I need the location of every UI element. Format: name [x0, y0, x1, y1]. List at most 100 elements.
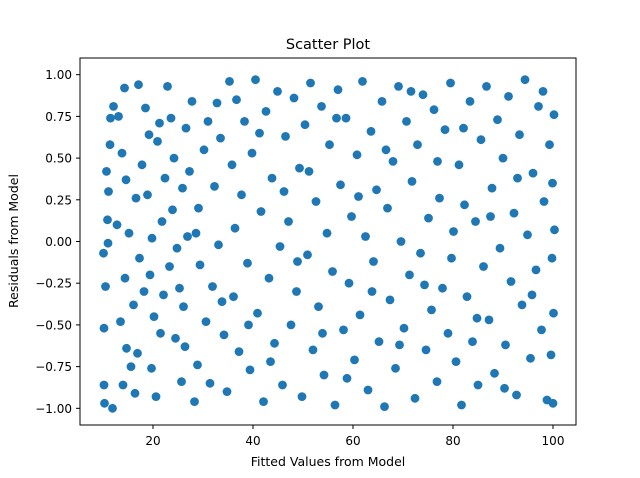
data-point: [199, 145, 209, 155]
data-point: [383, 203, 392, 213]
data-point: [385, 295, 395, 305]
data-point: [266, 357, 275, 366]
data-point: [153, 137, 162, 146]
chart-title: Scatter Plot: [286, 37, 371, 53]
data-point: [141, 103, 150, 113]
data-point: [549, 110, 559, 120]
data-point: [311, 197, 321, 206]
data-point: [289, 93, 299, 103]
data-point: [526, 353, 535, 363]
data-point: [457, 400, 466, 410]
data-point: [203, 117, 213, 126]
data-point: [201, 317, 211, 326]
data-point: [227, 160, 237, 170]
data-point: [523, 230, 532, 240]
data-point: [361, 232, 370, 241]
data-point: [165, 262, 174, 271]
data-point: [472, 313, 482, 323]
data-point: [112, 220, 122, 230]
data-point: [528, 168, 538, 178]
y-tick-label: 0.25: [45, 193, 72, 207]
data-point: [517, 300, 527, 310]
data-point: [191, 228, 201, 238]
data-point: [355, 310, 365, 320]
data-point: [433, 157, 442, 166]
data-point: [120, 273, 130, 283]
data-point: [240, 117, 249, 126]
data-point: [374, 337, 384, 346]
data-point: [108, 403, 117, 413]
data-point: [114, 112, 123, 121]
data-point: [304, 167, 314, 176]
data-point: [501, 340, 510, 350]
data-point: [139, 287, 149, 296]
data-point: [177, 377, 186, 386]
data-point: [406, 87, 416, 96]
data-point: [449, 227, 458, 236]
data-point: [261, 107, 271, 116]
data-point: [190, 397, 199, 406]
data-point: [454, 160, 464, 170]
data-point: [377, 97, 387, 106]
data-point: [549, 308, 558, 318]
data-point: [380, 402, 389, 411]
data-point: [102, 167, 111, 176]
data-point: [273, 87, 282, 96]
data-point: [538, 87, 548, 96]
data-point: [352, 150, 362, 160]
data-point: [432, 377, 442, 386]
data-point: [339, 325, 348, 335]
data-point: [344, 278, 354, 288]
data-point: [303, 250, 312, 260]
data-point: [550, 225, 559, 235]
data-point: [500, 383, 509, 393]
data-point: [447, 253, 456, 263]
data-point: [410, 393, 420, 403]
data-point: [527, 290, 537, 300]
data-point: [124, 228, 134, 238]
data-point: [317, 102, 326, 111]
data-point: [460, 200, 469, 210]
data-point: [143, 190, 152, 200]
data-point: [482, 82, 491, 91]
data-point: [251, 75, 260, 85]
data-point: [395, 340, 404, 350]
data-point: [462, 292, 472, 301]
data-point: [205, 378, 215, 388]
data-point: [300, 120, 310, 130]
data-point: [531, 265, 541, 275]
data-point: [416, 248, 425, 258]
data-point: [117, 148, 127, 158]
data-point: [479, 262, 488, 271]
data-point: [175, 283, 184, 293]
data-point: [133, 348, 142, 358]
data-point: [229, 292, 238, 301]
data-point: [347, 212, 356, 221]
data-point: [99, 248, 108, 258]
data-point: [179, 302, 188, 311]
data-point: [476, 135, 486, 145]
data-point: [118, 380, 128, 390]
data-point: [181, 123, 191, 133]
data-point: [284, 217, 293, 226]
data-point: [134, 80, 143, 90]
data-point: [255, 128, 264, 138]
data-point: [394, 82, 403, 91]
points-layer: [99, 75, 559, 413]
data-point: [513, 173, 522, 183]
data-point: [216, 133, 225, 143]
data-point: [247, 148, 257, 158]
x-tick-label: 60: [345, 434, 360, 448]
x-tick-label: 80: [445, 434, 460, 448]
data-point: [438, 283, 447, 293]
data-point: [195, 260, 205, 270]
data-point: [157, 217, 167, 226]
data-point: [451, 357, 461, 366]
data-point: [234, 347, 244, 356]
data-point: [171, 333, 180, 343]
y-tick-label: 0.00: [45, 235, 72, 249]
data-point: [399, 323, 409, 333]
data-point: [325, 140, 334, 150]
